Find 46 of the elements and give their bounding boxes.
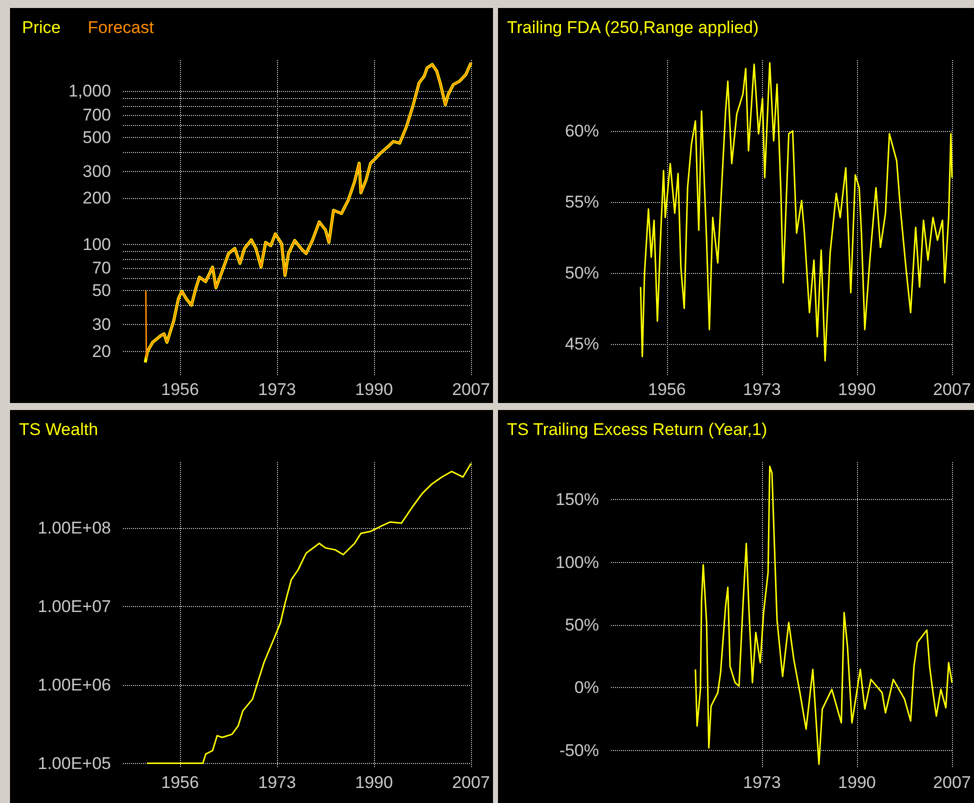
y-tick-label: 55%	[564, 192, 599, 212]
line-series	[146, 462, 472, 764]
x-tick-label: 1973	[258, 773, 296, 792]
x-tick-label: 1956	[161, 773, 199, 792]
line-series	[640, 62, 953, 362]
y-tick-label: 100	[82, 234, 111, 254]
x-tick-label: 1973	[258, 380, 296, 399]
y-tick-label: 700	[82, 105, 111, 124]
x-tick-label: 1956	[648, 380, 686, 399]
x-tick-label: 2007	[933, 380, 971, 399]
chart-title: Trailing FDA (250,Range applied)	[507, 18, 759, 37]
x-tick-label: 2007	[933, 773, 971, 792]
x-tick-label: 2007	[452, 773, 490, 792]
y-tick-label: 1.00E+05	[38, 754, 111, 773]
y-tick-label: -50%	[559, 740, 599, 760]
y-tick-label: 1.00E+06	[38, 675, 111, 694]
text: Price	[22, 18, 61, 37]
y-tick-label: 30	[92, 314, 111, 334]
text: Forecast	[88, 18, 154, 37]
x-tick-label: 1973	[743, 773, 781, 792]
y-tick-label: 60%	[564, 121, 599, 140]
line-series	[694, 466, 953, 765]
chart-title: TS Trailing Excess Return (Year,1)	[507, 420, 768, 439]
y-tick-label: 50	[92, 280, 111, 300]
x-tick-label: 1973	[743, 380, 781, 399]
y-tick-label: 150%	[556, 490, 599, 510]
y-tick-label: 50%	[564, 263, 599, 282]
y-tick-label: 1.00E+08	[38, 518, 111, 538]
x-tick-label: 1990	[355, 773, 393, 792]
x-tick-label: 1956	[161, 380, 199, 399]
y-tick-label: 1.00E+07	[38, 597, 111, 616]
y-tick-label: 20	[92, 342, 111, 361]
y-tick-label: 1,000	[68, 82, 111, 101]
x-tick-label: 1990	[838, 380, 876, 399]
y-tick-label: 70	[92, 258, 111, 278]
y-tick-label: 45%	[564, 334, 599, 354]
y-tick-label: 50%	[564, 616, 599, 635]
y-tick-label: 200	[82, 188, 111, 208]
x-tick-label: 1990	[838, 773, 876, 792]
x-tick-label: 1990	[355, 380, 393, 399]
y-tick-label: 500	[82, 128, 111, 147]
y-tick-label: 100%	[556, 552, 599, 572]
y-tick-label: 0%	[574, 678, 599, 698]
x-tick-label: 2007	[452, 380, 490, 399]
chart-title: TS Wealth	[19, 420, 98, 439]
y-tick-label: 300	[82, 162, 111, 181]
